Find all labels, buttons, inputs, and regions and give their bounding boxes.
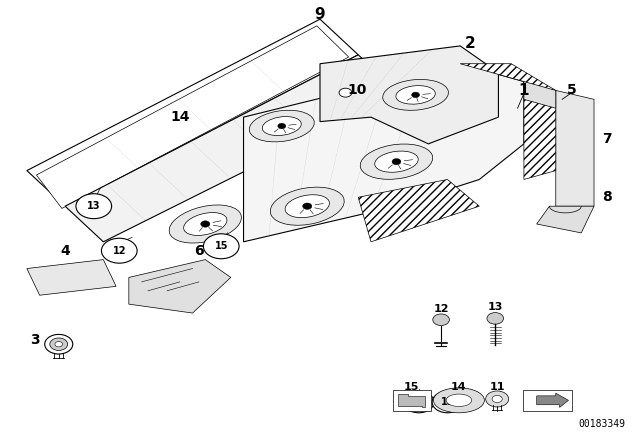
Polygon shape: [129, 260, 231, 313]
Text: 13: 13: [488, 302, 503, 312]
Ellipse shape: [433, 388, 484, 413]
Text: 5: 5: [567, 82, 577, 96]
Text: 14: 14: [451, 382, 467, 392]
Text: 15: 15: [404, 382, 419, 392]
Polygon shape: [556, 90, 594, 206]
Text: 11: 11: [490, 382, 505, 392]
Polygon shape: [65, 55, 396, 242]
Text: 13: 13: [87, 201, 100, 211]
Circle shape: [204, 234, 239, 259]
Circle shape: [487, 313, 504, 324]
Text: 12: 12: [433, 304, 449, 314]
Text: 4: 4: [60, 244, 70, 258]
Polygon shape: [27, 19, 358, 206]
Circle shape: [492, 396, 502, 403]
Text: 9: 9: [315, 7, 325, 22]
Circle shape: [486, 391, 509, 407]
Circle shape: [50, 338, 68, 350]
Circle shape: [412, 92, 420, 98]
Circle shape: [303, 203, 312, 209]
Text: 14: 14: [170, 110, 189, 124]
Ellipse shape: [184, 212, 227, 236]
Circle shape: [433, 314, 449, 326]
Text: 7: 7: [602, 133, 612, 146]
Ellipse shape: [262, 116, 301, 136]
Polygon shape: [537, 206, 594, 233]
FancyBboxPatch shape: [393, 390, 431, 411]
Text: 1: 1: [518, 83, 529, 98]
Ellipse shape: [383, 79, 449, 110]
Text: 15: 15: [214, 241, 228, 251]
Ellipse shape: [446, 394, 472, 406]
Polygon shape: [537, 393, 568, 407]
Ellipse shape: [374, 151, 418, 172]
Circle shape: [432, 392, 463, 413]
Circle shape: [403, 392, 434, 413]
Polygon shape: [320, 46, 499, 144]
Polygon shape: [358, 180, 479, 242]
Ellipse shape: [360, 144, 433, 179]
Polygon shape: [397, 394, 425, 407]
Ellipse shape: [169, 205, 241, 243]
Circle shape: [392, 159, 401, 165]
Text: 12: 12: [113, 246, 126, 256]
Text: 2: 2: [465, 36, 475, 51]
Ellipse shape: [396, 86, 435, 104]
Circle shape: [339, 88, 352, 97]
Circle shape: [55, 341, 63, 347]
Ellipse shape: [249, 110, 314, 142]
Text: 10: 10: [348, 82, 367, 96]
Polygon shape: [524, 82, 556, 108]
Polygon shape: [27, 260, 116, 295]
Ellipse shape: [285, 195, 330, 218]
Circle shape: [101, 238, 137, 263]
Text: 6: 6: [194, 244, 204, 258]
Ellipse shape: [270, 187, 344, 225]
Polygon shape: [36, 26, 349, 208]
Circle shape: [45, 334, 73, 354]
Text: 11: 11: [412, 397, 426, 407]
FancyBboxPatch shape: [524, 390, 572, 411]
Circle shape: [76, 194, 111, 219]
Circle shape: [201, 221, 210, 227]
Text: 00183349: 00183349: [579, 419, 626, 429]
Text: 8: 8: [602, 190, 612, 204]
Text: 3: 3: [30, 333, 40, 347]
Text: 13: 13: [441, 397, 454, 407]
Polygon shape: [460, 64, 556, 180]
Polygon shape: [244, 64, 524, 242]
Circle shape: [278, 123, 285, 129]
